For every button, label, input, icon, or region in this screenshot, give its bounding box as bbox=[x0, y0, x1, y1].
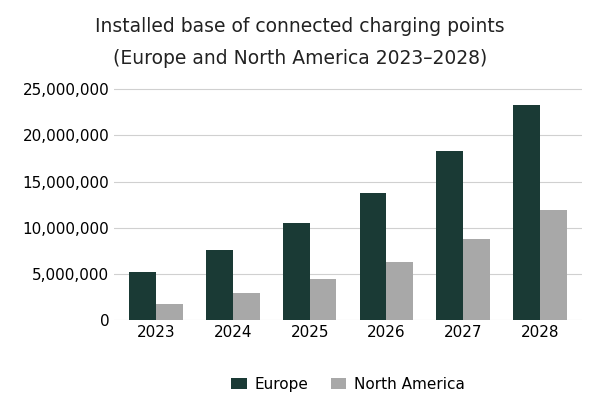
Text: Installed base of connected charging points: Installed base of connected charging poi… bbox=[95, 17, 505, 36]
Bar bbox=[359, 193, 386, 320]
Bar bbox=[206, 250, 233, 320]
Bar bbox=[540, 210, 566, 320]
Legend: Europe, North America: Europe, North America bbox=[225, 371, 471, 398]
Bar bbox=[513, 105, 540, 320]
Bar bbox=[436, 151, 463, 320]
Bar bbox=[386, 262, 413, 320]
Bar bbox=[233, 293, 260, 320]
Bar bbox=[130, 272, 156, 320]
Bar bbox=[463, 239, 490, 320]
Bar bbox=[156, 304, 183, 320]
Bar bbox=[310, 279, 337, 320]
Text: (Europe and North America 2023–2028): (Europe and North America 2023–2028) bbox=[113, 49, 487, 68]
Bar bbox=[283, 223, 310, 320]
